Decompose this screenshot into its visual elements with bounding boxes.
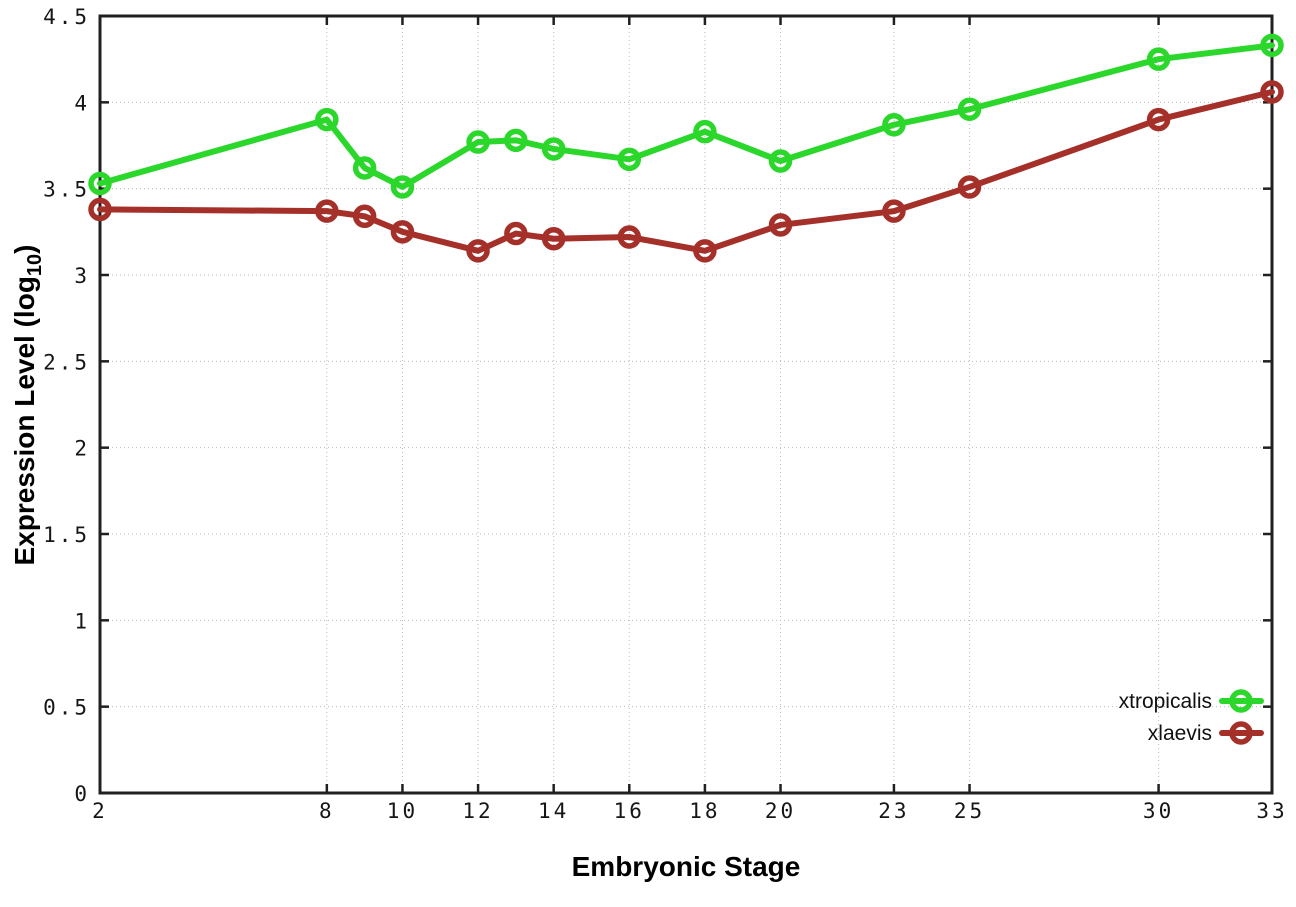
x-tick-label: 2	[92, 799, 108, 823]
x-axis-label: Embryonic Stage	[572, 851, 801, 882]
y-tick-label: 1	[74, 609, 90, 633]
y-axis-label-subscript: 10	[24, 254, 46, 276]
point-xtropicalis-20	[768, 149, 793, 173]
x-tick-label: 20	[765, 799, 796, 823]
point-xtropicalis-9	[352, 156, 377, 180]
x-tick-label: 12	[462, 799, 493, 823]
point-xtropicalis-10	[390, 175, 415, 199]
x-tick-label: 23	[878, 799, 909, 823]
legend-label-xtropicalis: xtropicalis	[1119, 690, 1212, 713]
y-tick-label: 0	[74, 782, 90, 806]
point-xtropicalis-14	[541, 137, 566, 161]
point-xlaevis-23	[882, 199, 906, 223]
y-axis-label-end: )	[9, 245, 40, 254]
plot-border	[98, 14, 1274, 795]
series-line-xtropicalis	[97, 42, 1275, 190]
y-tick-label: 2	[74, 437, 90, 461]
y-tick-label: 3.5	[43, 178, 90, 202]
point-xlaevis-20	[768, 213, 793, 237]
legend-sample-marker-xtropicalis	[1229, 689, 1253, 713]
x-tick-label: 14	[538, 799, 569, 823]
point-xlaevis-16	[617, 225, 642, 249]
series-layer	[88, 33, 1284, 263]
y-axis-label-main: Expression Level (log	[9, 276, 40, 565]
point-xtropicalis-12	[466, 130, 490, 154]
x-tick-label: 8	[319, 799, 335, 823]
point-xtropicalis-16	[617, 147, 642, 172]
point-xlaevis-9	[352, 204, 377, 229]
point-xtropicalis-33	[1260, 33, 1284, 58]
y-tick-label: 3	[74, 264, 90, 288]
legend-sample-marker-xlaevis	[1229, 721, 1253, 745]
axes-layer: 2 8 10 12 14 16 18 20 23 25 30 33 0 0.5 1 1.5 2 2.5 3 3.5 4 4…	[43, 5, 1287, 823]
point-xlaevis-10	[390, 220, 415, 244]
x-tick-label: 16	[614, 799, 645, 823]
x-tick-label: 18	[689, 799, 720, 823]
x-tick-label: 25	[954, 799, 985, 823]
point-xlaevis-2	[88, 197, 112, 222]
y-tick-label: 4.5	[43, 5, 90, 29]
legend: xtropicalis xlaevis	[1119, 689, 1264, 745]
point-xtropicalis-8	[315, 107, 339, 132]
y-tick-label: 4	[74, 91, 90, 115]
point-xlaevis-30	[1146, 107, 1171, 132]
point-xlaevis-18	[693, 239, 717, 263]
point-xlaevis-8	[315, 199, 339, 223]
x-tick-label: 30	[1143, 799, 1174, 823]
series-line-xlaevis	[97, 88, 1275, 254]
point-xlaevis-13	[504, 221, 528, 246]
legend-label-xlaevis: xlaevis	[1148, 722, 1212, 745]
point-xlaevis-14	[541, 226, 566, 251]
point-xtropicalis-13	[504, 128, 528, 153]
point-xtropicalis-25	[957, 97, 982, 121]
y-tick-label: 1.5	[43, 523, 90, 547]
y-axis-label: Expression Level (log10)	[9, 245, 46, 566]
point-xtropicalis-18	[693, 119, 717, 144]
x-tick-label: 33	[1256, 799, 1287, 823]
x-tick-label: 10	[387, 799, 418, 823]
point-xtropicalis-2	[88, 171, 112, 196]
point-xlaevis-12	[466, 239, 490, 263]
point-xlaevis-25	[957, 175, 982, 199]
y-tick-label: 2.5	[43, 350, 90, 374]
y-tick-label: 0.5	[43, 696, 90, 720]
point-xtropicalis-23	[882, 113, 906, 137]
point-xtropicalis-30	[1146, 47, 1171, 71]
point-xlaevis-33	[1260, 80, 1284, 104]
